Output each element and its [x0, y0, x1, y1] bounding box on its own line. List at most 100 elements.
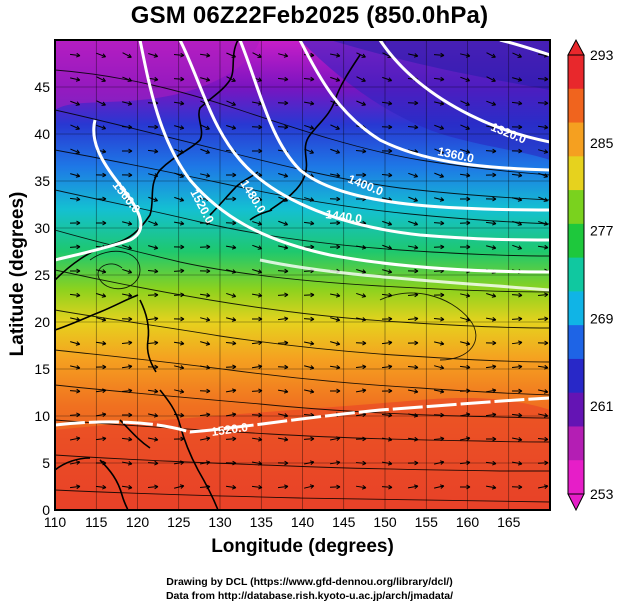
y-tick-label: 30	[34, 220, 50, 236]
colorbar-label: 261	[590, 398, 614, 414]
wind-arrow	[537, 316, 549, 322]
x-tick-label: 145	[332, 514, 356, 530]
wind-arrow	[95, 388, 107, 394]
wind-arrow	[304, 484, 315, 489]
wind-arrow	[538, 389, 549, 394]
wind-arrow	[199, 244, 211, 250]
wind-arrow	[277, 100, 289, 106]
wind-arrow	[173, 412, 185, 418]
wind-arrow	[511, 388, 523, 394]
credit-data-source: Data from http://database.rish.kyoto-u.a…	[165, 590, 454, 602]
wind-arrow	[121, 484, 133, 490]
wind-arrow	[303, 76, 315, 82]
wind-arrow	[381, 148, 393, 154]
wind-arrow	[200, 148, 211, 154]
wind-arrow	[485, 484, 497, 490]
wind-arrow	[95, 484, 107, 490]
wind-arrow	[356, 317, 367, 322]
wind-arrow	[382, 269, 393, 274]
wind-arrow	[173, 340, 185, 346]
wind-arrow	[225, 436, 237, 442]
wind-arrow	[330, 148, 341, 154]
wind-arrow	[433, 244, 445, 250]
wind-arrow	[122, 293, 133, 298]
wind-arrow	[381, 340, 393, 346]
wind-arrow	[278, 413, 289, 418]
contour-line	[499, 40, 550, 57]
wind-arrow	[148, 245, 159, 250]
wind-arrow	[381, 100, 393, 106]
y-tick-label: 40	[34, 126, 50, 142]
wind-arrow	[485, 148, 497, 154]
wind-arrow	[356, 100, 366, 106]
wind-arrow	[330, 317, 341, 322]
wind-arrow	[95, 436, 107, 442]
contour-line	[259, 258, 550, 292]
wind-arrow	[407, 124, 419, 130]
wind-arrow	[96, 52, 107, 58]
wind-arrow	[486, 245, 497, 250]
wind-arrow	[251, 484, 263, 490]
wind-arrow	[434, 197, 445, 202]
wind-arrow	[459, 484, 471, 490]
wind-arrow	[226, 100, 236, 106]
wind-arrow	[485, 364, 497, 370]
wind-arrow	[225, 196, 237, 202]
x-tick-label: 130	[208, 514, 232, 530]
wind-arrow	[121, 388, 133, 394]
wind-arrow	[303, 316, 315, 322]
wind-arrow	[485, 388, 497, 394]
wind-arrow	[173, 220, 185, 226]
wind-arrow	[486, 100, 497, 106]
contour-line	[298, 40, 550, 172]
wind-arrow	[329, 53, 341, 58]
wind-arrow	[538, 196, 549, 202]
wind-arrow	[173, 52, 185, 58]
wind-arrow	[485, 196, 497, 202]
y-tick-label: 0	[42, 502, 50, 518]
wind-arrow	[381, 461, 393, 466]
wind-arrow	[511, 340, 523, 346]
wind-arrow	[356, 52, 366, 58]
wind-arrow	[95, 340, 107, 346]
wind-arrow	[69, 412, 81, 418]
wind-arrow	[330, 76, 341, 82]
wind-arrow	[511, 148, 523, 154]
wind-arrow	[329, 388, 341, 394]
height-contours	[55, 40, 550, 434]
wind-arrow	[147, 364, 159, 370]
wind-arrow	[538, 413, 549, 418]
wind-arrow	[303, 244, 315, 250]
wind-arrow	[69, 220, 81, 226]
colorbar-block	[568, 325, 584, 360]
contour-line	[178, 40, 550, 242]
wind-arrow	[173, 76, 185, 82]
wind-arrow	[303, 220, 315, 226]
wind-arrow	[278, 196, 289, 202]
wind-arrow	[121, 148, 133, 154]
wind-arrow	[199, 52, 211, 58]
wind-arrow	[122, 76, 132, 82]
wind-arrow	[251, 436, 263, 442]
wind-arrow	[485, 316, 497, 322]
wind-arrow	[538, 149, 549, 154]
wind-arrow	[355, 148, 367, 154]
wind-arrow	[226, 52, 236, 58]
wind-arrow	[511, 412, 523, 418]
wind-arrow	[459, 172, 471, 178]
colorbar-block	[568, 257, 584, 292]
wind-arrow	[407, 340, 419, 346]
wind-arrow	[226, 292, 237, 298]
contour-label: 1520.0	[210, 420, 249, 439]
colorbar-block	[568, 460, 584, 495]
wind-arrow	[511, 172, 523, 178]
wind-arrow	[121, 340, 133, 346]
y-axis-label: Latitude (degrees)	[7, 191, 28, 357]
wind-arrow	[460, 53, 471, 58]
wind-arrow	[512, 52, 522, 58]
wind-arrow	[69, 388, 81, 394]
wind-arrow	[173, 244, 185, 250]
colorbar-block	[568, 156, 584, 191]
wind-arrow	[122, 268, 133, 274]
wind-arrow	[95, 220, 107, 226]
